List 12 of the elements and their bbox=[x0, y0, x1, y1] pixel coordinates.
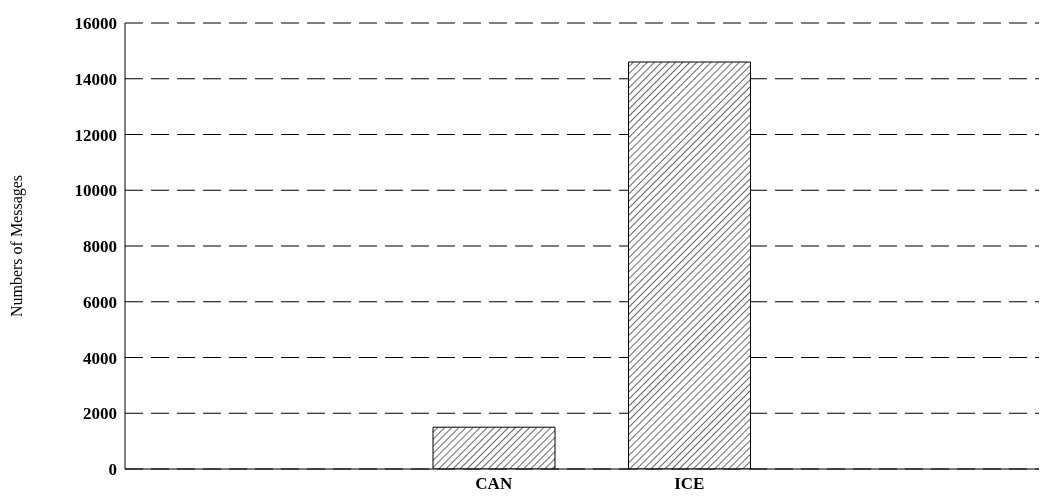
y-tick-label: 2000 bbox=[83, 404, 117, 424]
y-tick-label: 10000 bbox=[74, 181, 117, 201]
y-tick-label: 16000 bbox=[74, 14, 117, 34]
x-tick-label: CAN bbox=[475, 474, 513, 494]
x-tick-label: ICE bbox=[674, 474, 705, 494]
y-tick-label: 14000 bbox=[74, 69, 117, 89]
y-tick-label: 0 bbox=[108, 460, 117, 480]
y-tick-label: 12000 bbox=[74, 125, 117, 145]
y-axis-title: Numbers of Messages bbox=[7, 174, 26, 318]
y-tick-label: 4000 bbox=[83, 348, 117, 368]
y-tick-label: 8000 bbox=[83, 237, 117, 257]
y-tick-label: 6000 bbox=[83, 292, 117, 312]
